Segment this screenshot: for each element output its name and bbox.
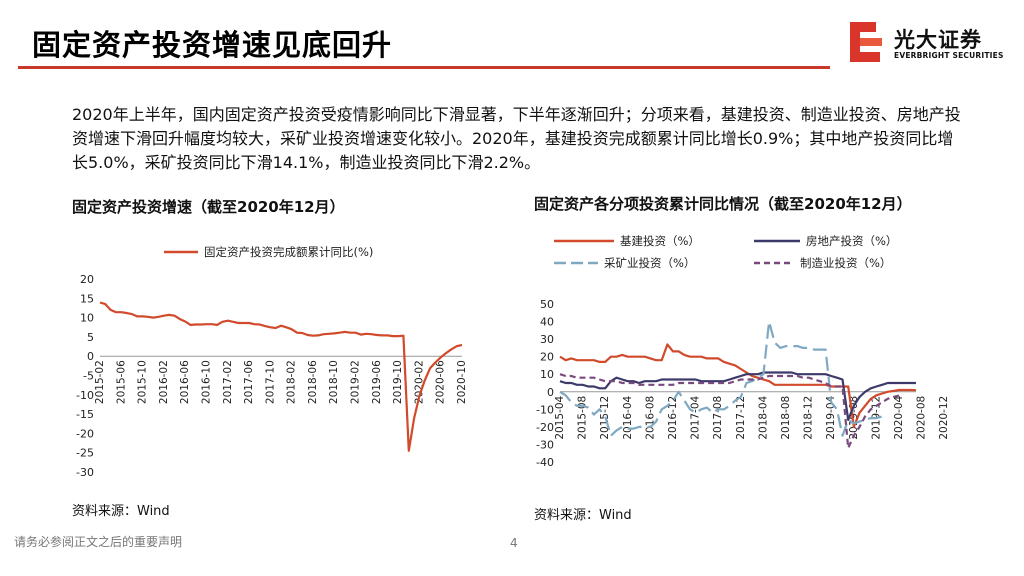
page-number: 4: [510, 536, 518, 550]
chart1-source: 资料来源：Wind: [72, 504, 170, 519]
y-tick-label-9: 50: [540, 298, 554, 311]
y-tick-label-0: -30: [76, 466, 94, 479]
y-tick-label-5: -5: [83, 370, 94, 383]
chart2-series-line-2: [559, 320, 883, 437]
y-tick-label-4: 0: [547, 386, 554, 399]
x-tick-label-17: 2020-12: [938, 396, 950, 440]
y-tick-label-8: 40: [540, 316, 554, 329]
y-tick-label-0: -40: [536, 456, 554, 469]
chart1-series-line-0: [99, 301, 463, 452]
x-tick-label-7: 2017-06: [243, 360, 255, 404]
chart1-title: 固定资产投资增速（截至2020年12月）: [72, 198, 345, 216]
chart2-legend-label-1: 房地产投资（%）: [806, 234, 897, 248]
y-tick-label-9: 15: [80, 292, 94, 305]
x-tick-label-8: 2017-12: [735, 396, 747, 440]
y-tick-label-7: 5: [87, 331, 94, 344]
x-tick-label-3: 2016-04: [622, 395, 634, 439]
y-tick-label-6: 0: [87, 350, 94, 363]
chart2-source: 资料来源：Wind: [534, 508, 632, 523]
x-tick-label-15: 2020-04: [893, 395, 905, 439]
x-tick-label-2: 2015-10: [137, 360, 149, 404]
chart2-legend-label-2: 采矿业投资（%）: [604, 256, 695, 270]
x-tick-label-10: 2018-08: [780, 396, 792, 440]
y-tick-label-10: 20: [80, 273, 94, 286]
chart2-series-line-0: [559, 343, 917, 428]
x-tick-label-1: 2015-08: [577, 396, 589, 440]
x-tick-label-4: 2016-08: [644, 396, 656, 440]
x-tick-label-0: 2015-04: [554, 395, 566, 439]
x-tick-label-6: 2017-02: [222, 360, 234, 404]
chart2-sector-investment: -40 -30 -20 -10 0 10 20 30 40 50 2015-04 2015-08 201…: [536, 234, 950, 469]
y-tick-label-3: -15: [76, 408, 94, 421]
y-tick-label-4: -10: [76, 389, 94, 402]
x-tick-label-14: 2019-10: [392, 360, 404, 404]
logo-mark-left: [850, 22, 860, 62]
x-tick-label-11: 2018-10: [328, 360, 340, 404]
x-tick-label-5: 2016-10: [200, 360, 212, 404]
x-tick-label-16: 2020-06: [435, 360, 447, 404]
logo-cn-text: 光大证券: [894, 28, 982, 52]
x-tick-label-1: 2015-06: [115, 360, 127, 404]
x-tick-label-6: 2017-04: [690, 395, 702, 439]
chart2-title: 固定资产各分项投资累计同比情况（截至2020年12月）: [534, 195, 912, 213]
x-tick-label-4: 2016-06: [179, 360, 191, 404]
y-tick-label-1: -25: [76, 447, 94, 460]
chart2-series-line-1: [559, 371, 916, 421]
x-tick-label-16: 2020-08: [916, 396, 928, 440]
chart1-fixed-asset-investment: -30 -25 -20 -15 -10 -5 0 5 10 15 20 2015-02 2015-06 2…: [76, 245, 468, 479]
x-tick-label-0: 2015-02: [94, 360, 106, 404]
y-tick-label-5: 10: [540, 368, 554, 381]
chart2-legend-label-3: 制造业投资（%）: [800, 256, 891, 270]
page-title: 固定资产投资增速见底回升: [32, 28, 393, 62]
logo-mark-mid: [860, 38, 882, 46]
x-tick-label-9: 2018-02: [286, 360, 298, 404]
x-tick-label-9: 2018-04: [757, 395, 769, 439]
logo-mark-top: [850, 22, 876, 32]
x-tick-label-11: 2018-12: [803, 396, 815, 440]
logo-mark-bottom: [850, 52, 880, 62]
everbright-logo: [850, 22, 882, 62]
summary-paragraph: 2020年上半年，国内固定资产投资受疫情影响同比下滑显著，下半年逐渐回升；分项来…: [72, 105, 961, 172]
y-tick-label-8: 10: [80, 312, 94, 325]
chart2-series-line-3: [559, 373, 900, 450]
y-tick-label-2: -20: [76, 427, 94, 440]
x-tick-label-17: 2020-10: [456, 360, 468, 404]
y-tick-label-1: -30: [536, 438, 554, 451]
x-tick-label-8: 2017-10: [264, 360, 276, 404]
chart2-legend-label-0: 基建投资（%）: [620, 234, 700, 248]
y-tick-label-2: -20: [536, 421, 554, 434]
x-tick-label-7: 2017-08: [712, 396, 724, 440]
y-tick-label-3: -10: [536, 403, 554, 416]
x-tick-label-10: 2018-06: [307, 360, 319, 404]
logo-en-text: EVERBRIGHT SECURITIES: [894, 51, 1004, 60]
chart1-legend-label-0: 固定资产投资完成额累计同比(%): [204, 245, 373, 259]
x-tick-label-13: 2019-06: [371, 360, 383, 404]
x-tick-label-15: 2020-02: [413, 360, 425, 404]
x-tick-label-12: 2019-02: [350, 360, 362, 404]
x-tick-label-3: 2016-02: [158, 360, 170, 404]
footer-disclaimer: 请务必参阅正文之后的重要声明: [14, 535, 183, 549]
y-tick-label-6: 20: [540, 351, 554, 364]
x-tick-label-5: 2016-12: [667, 396, 679, 440]
y-tick-label-7: 30: [540, 333, 554, 346]
title-divider: [18, 66, 830, 69]
